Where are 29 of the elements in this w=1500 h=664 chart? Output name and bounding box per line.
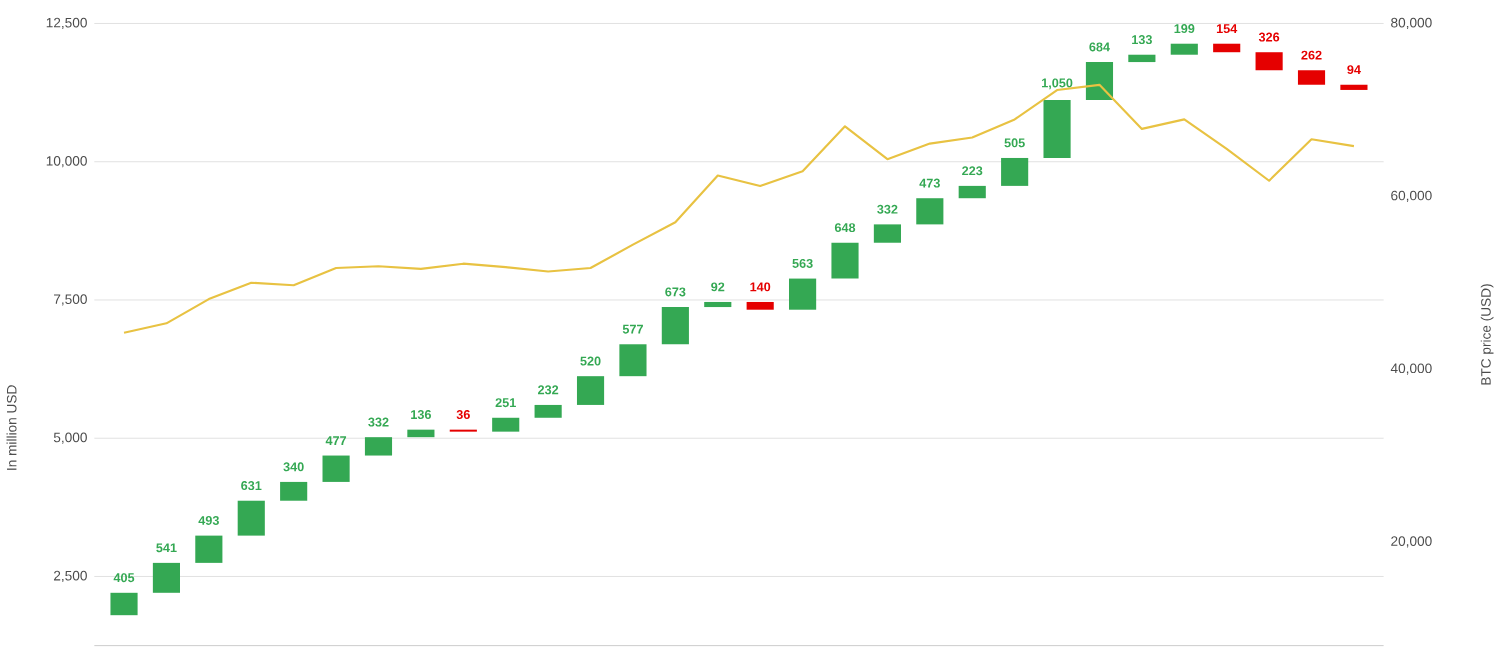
bar (873, 224, 901, 244)
bar (1043, 100, 1071, 159)
bar (831, 243, 859, 279)
bar (1255, 52, 1283, 71)
bar (1170, 44, 1198, 56)
bar (1128, 55, 1156, 63)
bar (407, 430, 435, 438)
bar (1340, 85, 1368, 91)
bar (958, 186, 986, 199)
bar (576, 376, 605, 406)
bar (280, 482, 308, 502)
bar (789, 278, 817, 311)
bar (322, 455, 350, 483)
bar (1085, 62, 1114, 101)
bar (619, 344, 647, 377)
bar (110, 593, 138, 616)
bar (661, 307, 689, 345)
bar (195, 535, 223, 564)
bar (152, 563, 181, 594)
bar (492, 418, 520, 433)
bar (364, 437, 393, 456)
bar (1297, 70, 1326, 86)
bar (534, 405, 562, 419)
bar (916, 198, 944, 225)
bar (1001, 158, 1029, 187)
bar (1213, 44, 1241, 53)
bar (237, 501, 265, 536)
bar (746, 302, 774, 311)
bar (704, 302, 732, 308)
